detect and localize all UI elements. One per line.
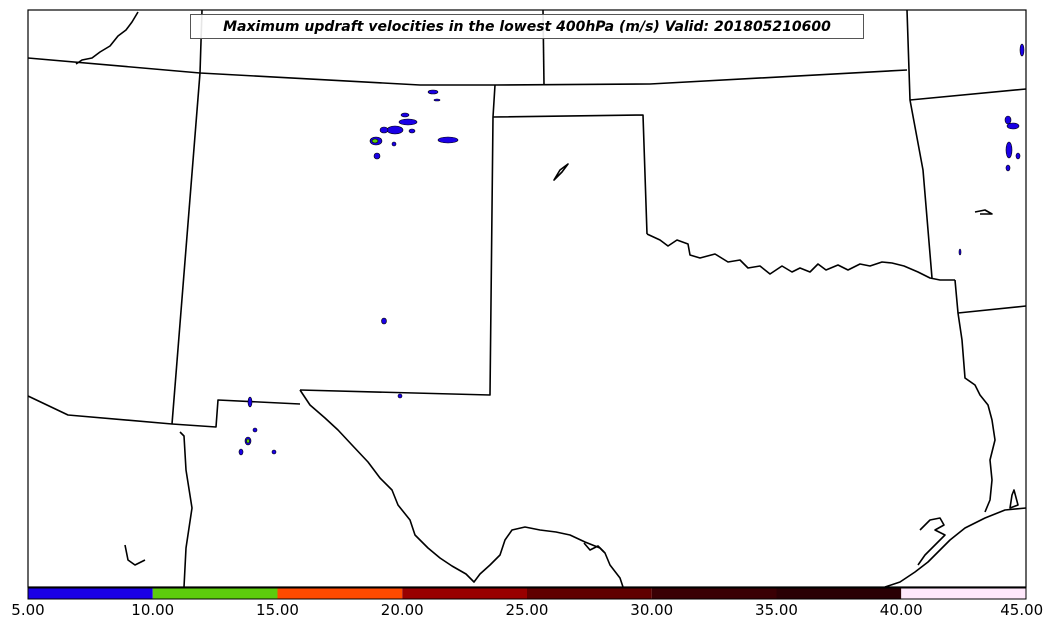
river-detail-north: [75, 11, 139, 65]
colorbar-segment: [527, 588, 652, 599]
colorbar-segment: [901, 588, 1026, 599]
colorbar-tick-label: 5.00: [11, 601, 45, 619]
colorbar-tick-label: 15.00: [256, 601, 299, 619]
coast-detail-3: [583, 542, 605, 553]
lake-detail: [553, 163, 569, 181]
storm-cell: [246, 438, 250, 444]
storm-cell: [397, 393, 403, 399]
storm-cell: [400, 112, 410, 118]
colorbar-tick-label: 20.00: [380, 601, 424, 619]
colorbar-tick-label: 45.00: [1000, 601, 1044, 619]
storm-cell: [1005, 141, 1013, 159]
storm-cell: [386, 125, 404, 135]
storm-cell: [398, 118, 418, 126]
storm-cell: [1006, 122, 1020, 130]
colorbar-segment: [277, 588, 403, 599]
storm-cell: [391, 141, 397, 147]
storm-cell: [252, 427, 258, 433]
colorbar-tick-label: 35.00: [755, 601, 798, 619]
storm-cell: [371, 138, 379, 144]
coast-detail-1: [917, 517, 946, 566]
colorbar-segment: [776, 588, 902, 599]
storm-cell: [247, 396, 253, 408]
boundary-nm-co: [27, 395, 301, 428]
storm-cell: [433, 98, 441, 102]
storm-cell: [1005, 164, 1011, 172]
boundary-arkansas-west: [906, 9, 933, 279]
boundary-colorado-west: [171, 72, 201, 425]
storm-cell: [381, 317, 387, 325]
boundary-oklahoma-north: [492, 114, 648, 235]
boundary-panhandle-west: [299, 84, 496, 396]
colorbar-segment: [152, 588, 278, 599]
storm-cell: [1015, 152, 1021, 160]
colorbar-tick-label: 30.00: [630, 601, 674, 619]
storm-cell: [373, 152, 381, 160]
storm-cell: [408, 128, 416, 134]
colorbar-tick-label: 10.00: [131, 601, 175, 619]
storm-cell: [958, 248, 962, 256]
gulf-coast: [884, 507, 1027, 588]
rio-grande: [299, 389, 624, 588]
colorbar-segment: [28, 588, 153, 599]
colorbar-border: [27, 587, 1027, 600]
state-boundaries: [27, 9, 1027, 588]
storm-cell: [379, 126, 389, 134]
colorbar-segment: [651, 588, 777, 599]
map-title: Maximum updraft velocities in the lowest…: [190, 14, 864, 39]
storm-cell: [427, 89, 439, 95]
colorbar-tick-label: 25.00: [505, 601, 549, 619]
storm-cell: [238, 448, 244, 456]
red-river: [646, 233, 955, 281]
storm-cell: [437, 136, 459, 144]
boundary-missouri-south: [909, 88, 1027, 101]
colorbar-tick-label: 40.00: [879, 601, 923, 619]
storm-cell: [1004, 115, 1012, 125]
river-detail-ark: [974, 209, 993, 215]
colorbar: [27, 587, 1027, 600]
storm-cell: [1019, 43, 1025, 57]
river-detail-mexico: [124, 544, 146, 566]
boundary-arkansas-south: [957, 305, 1027, 314]
boundary-north: [27, 57, 908, 86]
boundary-mexico-west: [179, 431, 193, 588]
sabine-river: [954, 279, 996, 513]
storm-cells: [238, 43, 1025, 456]
coast-detail-2: [1009, 489, 1019, 509]
storm-cell: [271, 449, 277, 455]
colorbar-segment: [402, 588, 527, 599]
map-frame: [27, 9, 1027, 588]
